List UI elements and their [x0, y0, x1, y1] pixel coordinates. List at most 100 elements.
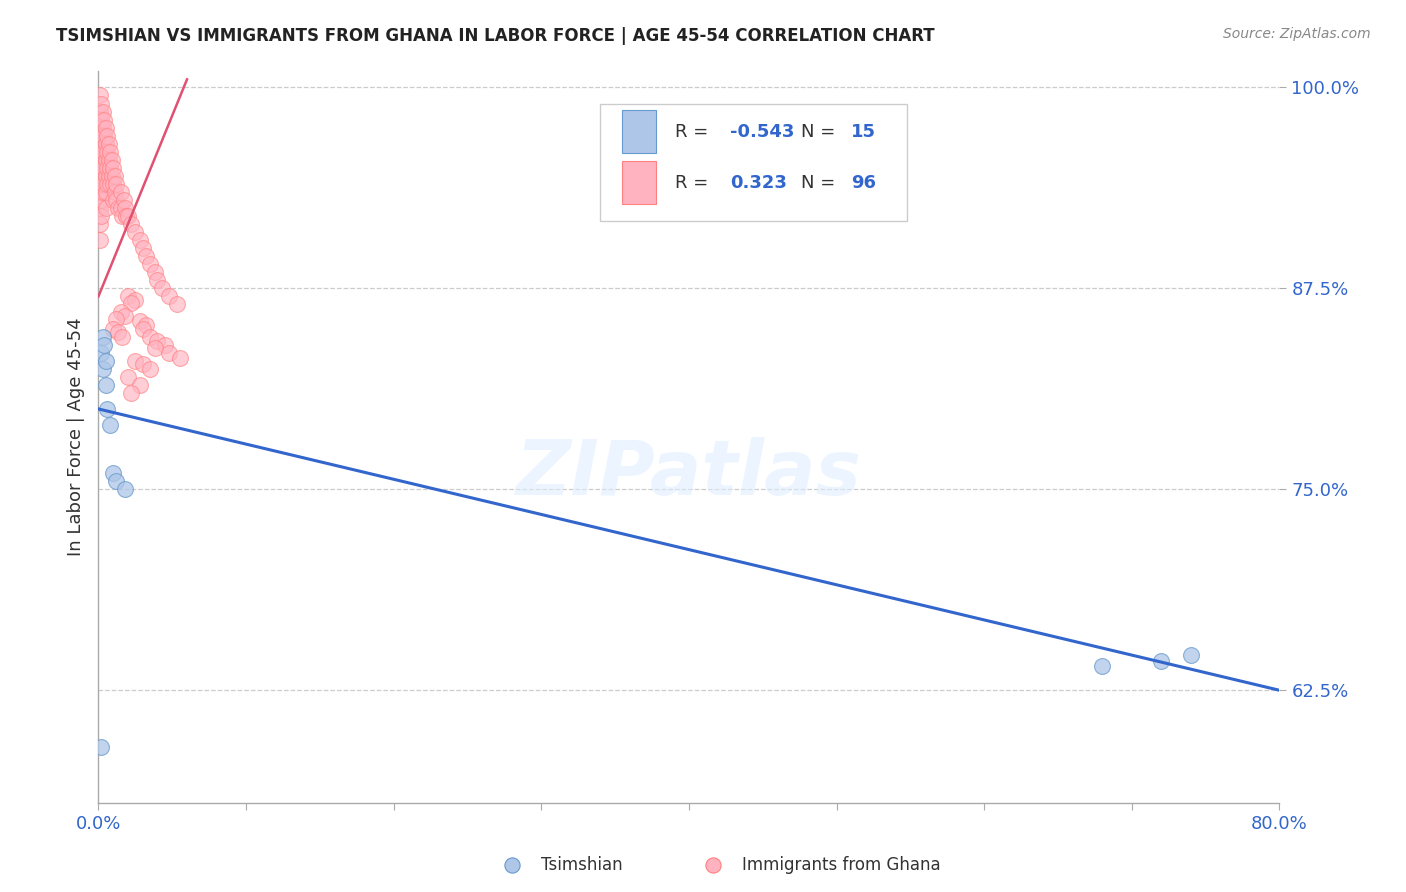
Point: [89, 169, 111, 183]
Point: [94, 377, 117, 392]
Point: [93, 161, 115, 175]
Point: [94, 353, 117, 368]
Text: -0.543: -0.543: [730, 123, 794, 141]
Point: [91, 185, 114, 199]
Point: [97, 153, 120, 167]
Point: [110, 201, 132, 215]
Point: [132, 241, 155, 255]
Point: [128, 233, 150, 247]
Point: [94, 136, 117, 151]
Point: [115, 209, 138, 223]
Point: [150, 281, 173, 295]
Point: [93, 145, 115, 159]
Point: [124, 353, 146, 368]
Point: [90, 177, 112, 191]
Point: [107, 201, 129, 215]
Point: [139, 361, 162, 376]
Point: [89, 120, 111, 135]
Text: ZIPatlas: ZIPatlas: [516, 437, 862, 510]
Point: [128, 313, 150, 327]
Point: [90, 193, 112, 207]
Point: [114, 201, 136, 215]
Text: 96: 96: [851, 174, 876, 192]
Point: [89, 136, 111, 151]
Point: [94, 201, 117, 215]
Point: [1091, 659, 1114, 673]
Point: [124, 225, 146, 239]
Point: [135, 318, 157, 333]
Point: [103, 467, 125, 481]
Text: Source: ZipAtlas.com: Source: ZipAtlas.com: [1223, 27, 1371, 41]
Point: [105, 193, 128, 207]
Point: [91, 136, 114, 151]
Point: [94, 153, 117, 167]
Point: [135, 249, 157, 263]
Point: [166, 297, 188, 311]
Text: R =: R =: [675, 123, 714, 141]
Point: [91, 361, 114, 376]
Point: [157, 345, 180, 359]
Point: [100, 153, 122, 167]
Point: [103, 193, 125, 207]
Point: [105, 312, 128, 326]
Point: [143, 265, 166, 279]
Point: [90, 739, 112, 754]
Point: [128, 377, 150, 392]
Point: [105, 475, 128, 489]
Point: [107, 325, 129, 339]
Point: [157, 289, 180, 303]
Point: [98, 161, 121, 175]
Point: [96, 128, 118, 143]
Point: [97, 136, 120, 151]
Point: [112, 193, 135, 207]
FancyBboxPatch shape: [621, 110, 655, 153]
Point: [105, 177, 128, 191]
Point: [89, 185, 111, 199]
Point: [143, 341, 166, 355]
Point: [91, 104, 114, 119]
Point: [103, 161, 125, 175]
Point: [103, 321, 125, 335]
Point: [132, 321, 155, 335]
Point: [98, 177, 121, 191]
Text: TSIMSHIAN VS IMMIGRANTS FROM GHANA IN LABOR FORCE | AGE 45-54 CORRELATION CHART: TSIMSHIAN VS IMMIGRANTS FROM GHANA IN LA…: [56, 27, 935, 45]
Point: [91, 329, 114, 343]
Point: [98, 417, 121, 432]
Point: [90, 145, 112, 159]
Point: [146, 334, 169, 349]
Text: Immigrants from Ghana: Immigrants from Ghana: [742, 856, 941, 874]
Point: [111, 209, 134, 223]
Point: [153, 337, 176, 351]
Point: [124, 293, 146, 307]
Point: [139, 257, 162, 271]
Point: [90, 128, 112, 143]
Point: [90, 112, 112, 127]
Point: [1180, 648, 1202, 662]
Point: [132, 357, 155, 371]
Point: [120, 296, 142, 310]
Point: [120, 217, 142, 231]
Point: [114, 309, 136, 323]
Point: [89, 201, 111, 215]
FancyBboxPatch shape: [621, 161, 655, 203]
Text: R =: R =: [675, 174, 720, 192]
Point: [146, 273, 169, 287]
Point: [117, 209, 139, 223]
Point: [90, 161, 112, 175]
FancyBboxPatch shape: [600, 104, 907, 221]
Point: [93, 177, 115, 191]
Point: [117, 289, 139, 303]
Point: [110, 305, 132, 319]
Point: [90, 96, 112, 111]
Point: [89, 104, 111, 119]
Point: [94, 185, 117, 199]
Point: [104, 169, 127, 183]
Point: [91, 153, 114, 167]
Point: [111, 329, 134, 343]
Point: [93, 128, 115, 143]
Point: [114, 483, 136, 497]
Point: [96, 161, 118, 175]
Point: [94, 120, 117, 135]
Point: [90, 345, 112, 359]
Point: [100, 169, 122, 183]
